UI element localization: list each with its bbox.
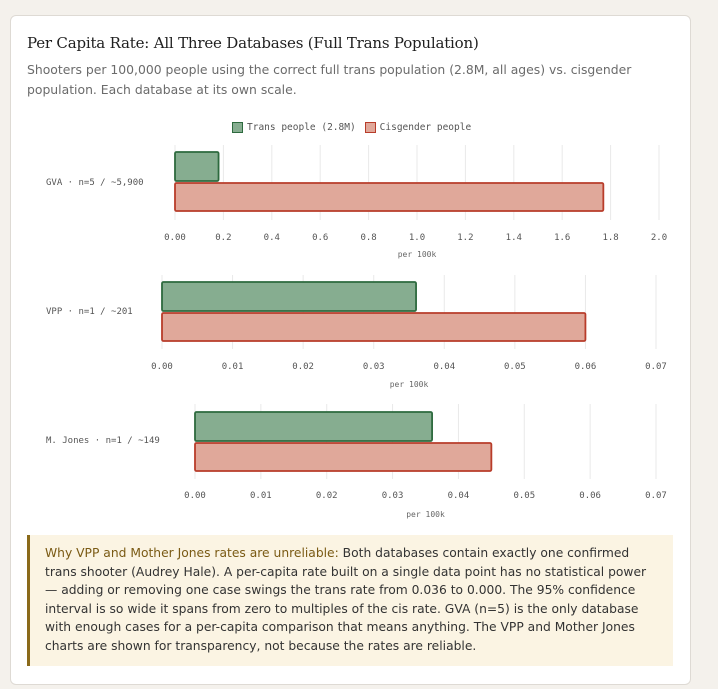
x-tick-label: 0.8 xyxy=(360,233,376,243)
x-tick-label: 0.06 xyxy=(575,362,597,372)
x-tick-label: 0.04 xyxy=(448,491,470,501)
x-tick-label: 0.07 xyxy=(645,362,667,372)
category-label: GVA · n=5 / ~5,900 xyxy=(46,178,144,188)
legend-item-cis[interactable]: Cisgender people xyxy=(364,122,472,133)
x-tick-label: 0.00 xyxy=(184,491,206,501)
x-tick-label: 0.00 xyxy=(164,233,186,243)
x-tick-label: 0.02 xyxy=(292,362,314,372)
x-tick-label: 0.2 xyxy=(215,233,231,243)
chart-vpp: 0.00 0.01 0.02 0.03 0.04 0.05 0.06 0.07 per 100k… xyxy=(46,275,667,389)
bar-trans xyxy=(161,281,417,312)
legend: Trans people (2.8M) Cisgender people xyxy=(232,122,480,133)
bar-cis xyxy=(194,442,493,472)
x-tick-label: 0.4 xyxy=(264,233,280,243)
category-label: M. Jones · n=1 / ~149 xyxy=(46,436,160,446)
x-tick-label: 1.2 xyxy=(457,233,473,243)
bar-cis xyxy=(161,312,587,342)
x-tick-label: 0.03 xyxy=(382,491,404,501)
x-tick-label: 1.6 xyxy=(554,233,570,243)
x-axis-title: per 100k xyxy=(398,250,437,259)
x-tick-label: 1.4 xyxy=(506,233,522,243)
chart-mjones: 0.00 0.01 0.02 0.03 0.04 0.05 0.06 0.07 per 100k… xyxy=(46,404,667,519)
note-body: Both databases contain exactly one confi… xyxy=(45,546,647,653)
note-lead: Why VPP and Mother Jones rates are unrel… xyxy=(45,546,339,560)
x-tick-label: 0.07 xyxy=(645,491,667,501)
bar-trans xyxy=(194,411,433,442)
x-tick-label: 0.04 xyxy=(433,362,455,372)
category-label: VPP · n=1 / ~201 xyxy=(46,307,133,317)
x-tick-label: 1.8 xyxy=(602,233,618,243)
chart-gva: 0.00 0.2 0.4 0.6 0.8 1.0 1.2 1.4 1.6 1.8 2.0 per 10… xyxy=(46,145,667,259)
bar-cis xyxy=(174,182,605,212)
x-tick-label: 0.00 xyxy=(151,362,173,372)
bar-trans xyxy=(174,151,220,182)
x-tick-label: 0.06 xyxy=(579,491,601,501)
page-subtitle: Shooters per 100,000 people using the co… xyxy=(27,62,632,97)
x-tick-label: 0.05 xyxy=(513,491,535,501)
x-tick-label: 0.02 xyxy=(316,491,338,501)
legend-swatch-cis xyxy=(364,122,376,133)
legend-swatch-trans xyxy=(232,122,243,133)
x-tick-label: 1.0 xyxy=(409,233,425,243)
x-tick-label: 0.6 xyxy=(312,233,328,243)
x-tick-label: 0.05 xyxy=(504,362,526,372)
legend-label-cis: Cisgender people xyxy=(379,122,472,133)
x-tick-label: 0.01 xyxy=(222,362,244,372)
legend-label-trans: Trans people (2.8M) xyxy=(247,122,356,133)
reliability-note: Why VPP and Mother Jones rates are unrel… xyxy=(27,535,673,666)
x-axis-title: per 100k xyxy=(406,510,445,519)
x-axis-title: per 100k xyxy=(390,380,429,389)
x-tick-label: 0.01 xyxy=(250,491,272,501)
page-title: Per Capita Rate: All Three Databases (Fu… xyxy=(27,34,479,52)
x-tick-label: 2.0 xyxy=(651,233,667,243)
legend-item-trans[interactable]: Trans people (2.8M) xyxy=(232,122,356,133)
x-tick-label: 0.03 xyxy=(363,362,385,372)
